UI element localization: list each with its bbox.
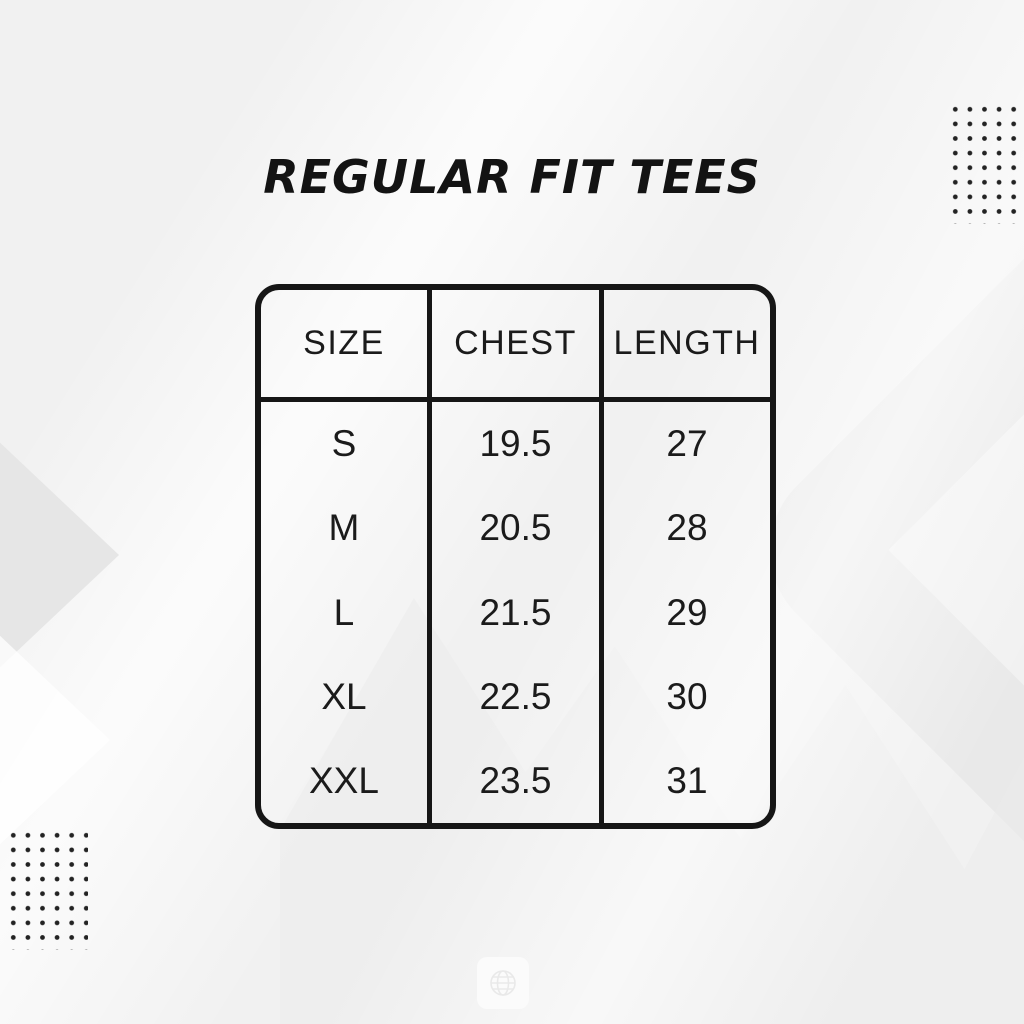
page-title: REGULAR FIT TEES [263,150,761,204]
length-cell: 31 [666,759,708,801]
dot-grid-top-right [944,98,1024,224]
table-row: XXL 23.5 31 [261,738,770,824]
size-cell: L [333,591,355,633]
length-cell: 29 [666,591,708,633]
table-row: L 21.5 29 [261,570,770,655]
table-row: XL 22.5 30 [261,654,770,739]
column-header-chest: CHEST [426,290,605,397]
size-table: SIZE CHEST LENGTH S 19.5 27 M 20.5 28 L 21.5 29 X… [255,284,776,829]
watermark-badge [477,957,529,1009]
column-header-size: SIZE [303,324,385,362]
table-row: M 20.5 28 [261,486,770,571]
length-cell: 28 [666,507,708,549]
size-cell: XL [321,675,367,717]
column-header-length: LENGTH [613,324,761,362]
length-cell: 27 [666,423,708,465]
table-row: S 19.5 27 [261,402,770,487]
size-cell: M [328,507,360,549]
size-cell: XXL [308,759,379,801]
chest-cell: 22.5 [426,654,605,739]
chest-cell: 20.5 [426,486,605,571]
chest-cell: 23.5 [426,738,605,824]
globe-icon [486,966,520,1000]
table-body: S 19.5 27 M 20.5 28 L 21.5 29 XL 22.5 30 XXL 23.5 31 [261,402,770,824]
size-cell: S [331,423,357,465]
length-cell: 30 [666,675,708,717]
table-header-row: SIZE CHEST LENGTH [261,290,770,402]
chest-cell: 19.5 [426,402,605,487]
dot-grid-bottom-left [2,824,88,950]
chest-cell: 21.5 [426,570,605,655]
